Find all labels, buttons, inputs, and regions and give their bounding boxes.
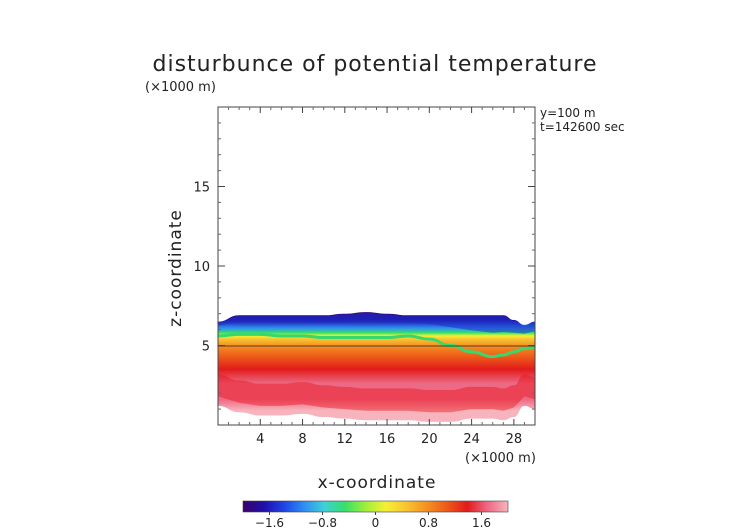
x-tick-label: 24: [463, 432, 480, 447]
x-unit-label: (×1000 m): [465, 451, 536, 466]
y-axis-label: z-coordinate: [166, 209, 186, 327]
colorbar-tick-label: 1.6: [472, 516, 491, 530]
y-tick-label: 5: [202, 340, 210, 355]
annotation-y: y=100 m: [540, 106, 596, 120]
x-tick-label: 12: [337, 432, 354, 447]
y-tick-label: 15: [193, 181, 210, 196]
colorbar-tick-label: −0.8: [308, 516, 337, 530]
x-tick-label: 16: [379, 432, 396, 447]
temperature-field-layer: [218, 312, 535, 422]
x-tick-label: 28: [506, 432, 523, 447]
colorbar-ticks: −1.6 −0.8 0 0.8 1.6: [255, 512, 491, 530]
zero-contour-line: [218, 332, 535, 359]
x-tick-label: 8: [298, 432, 306, 447]
chart-title: disturbunce of potential temperature: [153, 52, 598, 77]
plot-area: 4 8 12 16 20 24 28 5 10 15: [193, 106, 536, 447]
zero-contour: [218, 332, 535, 359]
colorbar-tick-label: −1.6: [255, 516, 284, 530]
x-axis-ticks: 4 8 12 16 20 24 28: [228, 107, 525, 447]
x-axis-label: x-coordinate: [318, 473, 437, 493]
annotation-t: t=142600 sec: [540, 120, 625, 134]
x-tick-label: 20: [421, 432, 438, 447]
cold-core-patch: [218, 312, 535, 334]
colorbar-tick-label: 0.8: [419, 516, 438, 530]
warm-core-patch: [218, 374, 535, 413]
y-tick-label: 10: [193, 260, 210, 275]
y-axis-ticks: 5 10 15: [193, 122, 535, 410]
colorbar: −1.6 −0.8 0 0.8 1.6: [242, 500, 509, 530]
colorbar-fill: [242, 500, 509, 513]
colorbar-tick-label: 0: [372, 516, 380, 530]
top-unit-label: (×1000 m): [145, 80, 216, 95]
x-tick-label: 4: [256, 432, 264, 447]
